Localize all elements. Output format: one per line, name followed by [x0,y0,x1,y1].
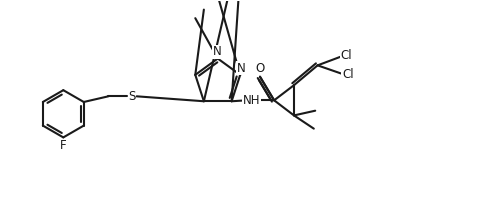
Text: O: O [255,62,265,75]
Text: N: N [237,62,246,75]
Text: F: F [60,139,66,152]
Text: S: S [128,90,136,103]
Text: N: N [212,45,221,59]
Text: NH: NH [243,94,260,107]
Text: Cl: Cl [342,68,354,81]
Text: Cl: Cl [340,49,352,62]
